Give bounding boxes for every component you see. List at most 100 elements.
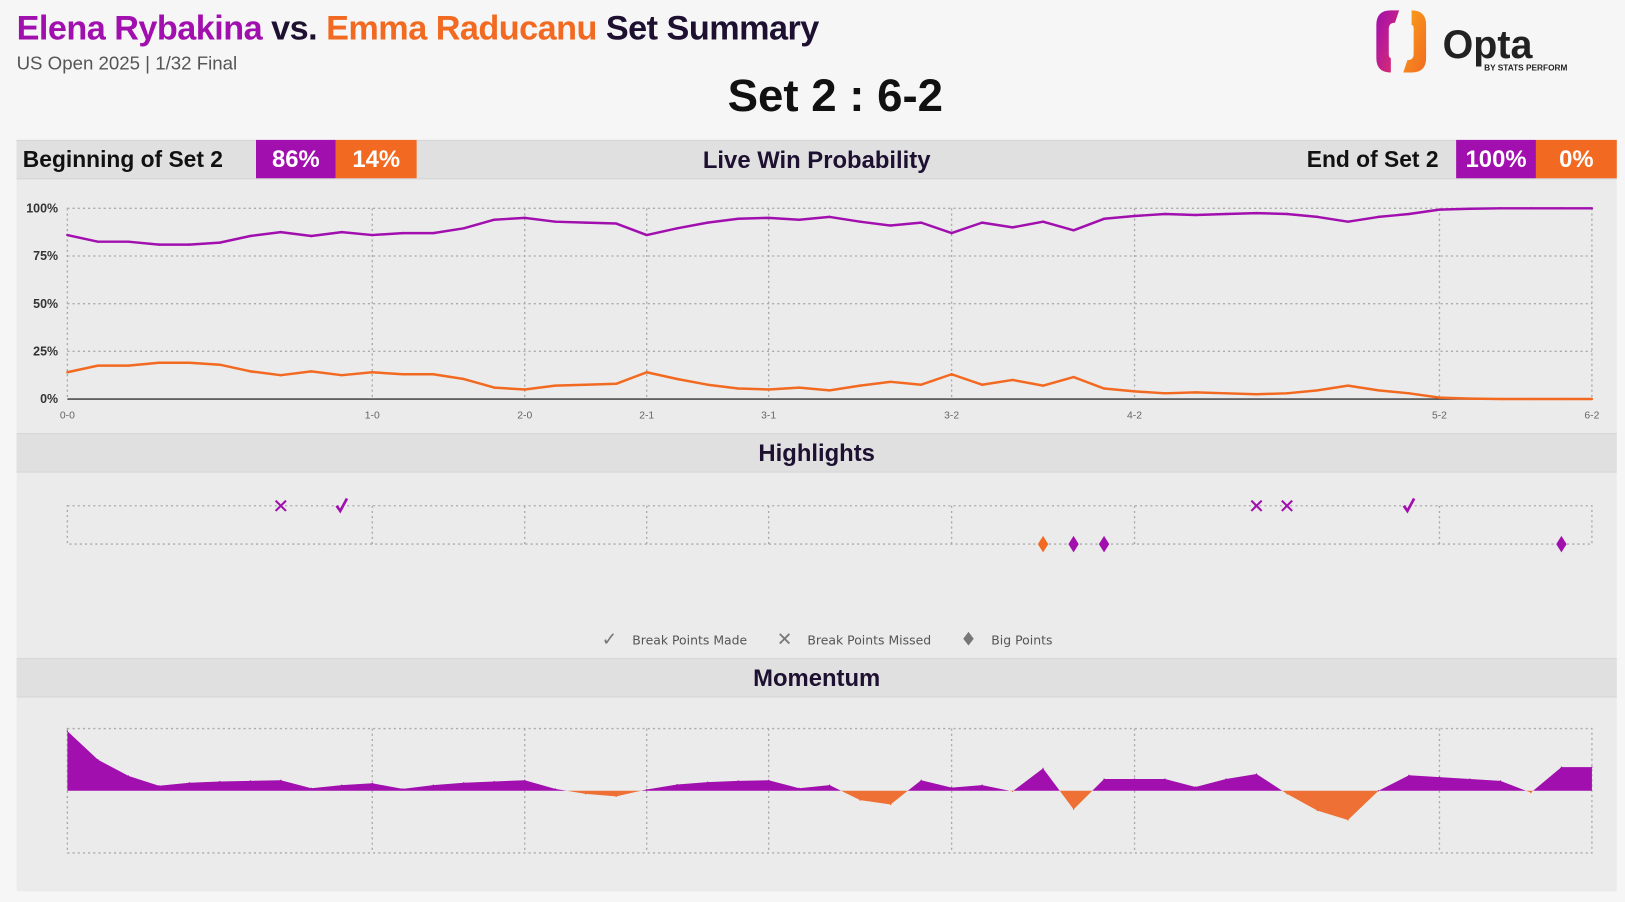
momentum-chart: [66, 727, 1593, 854]
momentum-point: [1255, 773, 1258, 775]
begin-p1-pct: 86%: [255, 139, 336, 179]
momentum-point: [1316, 810, 1319, 812]
momentum-point: [1194, 786, 1197, 788]
momentum-header: Momentum: [16, 658, 1617, 698]
data-point: [1499, 207, 1502, 210]
data-point: [371, 233, 374, 237]
cross-icon: [1281, 499, 1293, 512]
data-point: [188, 243, 191, 246]
y-tick-label: 100%: [26, 201, 58, 215]
legend-label: Break Points Missed: [807, 632, 932, 648]
momentum-area-player1: [67, 731, 1592, 791]
data-point: [1560, 397, 1563, 401]
momentum-point: [950, 787, 953, 789]
data-point: [523, 216, 526, 220]
data-point: [1590, 397, 1594, 401]
data-point: [1316, 215, 1319, 219]
highlights-chart: [66, 497, 1593, 553]
data-point: [767, 216, 770, 220]
data-point: [889, 380, 892, 384]
data-point: [340, 230, 344, 234]
momentum-point: [97, 759, 99, 761]
x-tick-label: 3-1: [761, 411, 776, 422]
momentum-point: [280, 779, 282, 781]
data-point: [828, 215, 831, 219]
chart-panel: [16, 139, 1617, 892]
data-point: [797, 218, 801, 222]
data-point: [1102, 387, 1106, 390]
data-point: [614, 222, 618, 225]
series-line-player1: [67, 207, 1592, 246]
data-point: [858, 384, 862, 387]
data-point: [584, 383, 587, 386]
data-point: [675, 377, 679, 381]
momentum-point: [1011, 790, 1014, 793]
momentum-point: [432, 784, 434, 786]
y-tick-label: 0%: [40, 392, 58, 406]
page-title: Elena Rybakina vs. Emma Raducanu Set Sum…: [16, 8, 820, 47]
momentum-point: [1164, 778, 1166, 780]
data-point: [340, 373, 344, 377]
momentum-point: [1438, 776, 1441, 778]
momentum-point: [676, 783, 678, 786]
x-tick-label: 4-2: [1127, 411, 1142, 422]
end-label: End of Set 2: [1306, 146, 1439, 173]
data-point: [584, 221, 587, 224]
data-point: [310, 234, 313, 238]
data-point: [1133, 390, 1136, 393]
momentum-point: [158, 785, 160, 787]
player1-name: Elena Rybakina: [16, 8, 263, 47]
end-p1-pct: 100%: [1456, 139, 1536, 179]
momentum-area-player2: [67, 790, 1592, 820]
momentum-point: [737, 780, 739, 782]
data-point: [66, 371, 69, 374]
check-icon: ✓: [601, 629, 618, 651]
opta-logo: Opta BY STATS PERFORM: [1374, 8, 1581, 76]
data-point: [1194, 391, 1197, 394]
data-point: [1377, 215, 1380, 219]
logo-text: Opta: [1443, 23, 1534, 67]
momentum-point: [1591, 766, 1593, 768]
highlights-frame: [66, 505, 1593, 545]
data-point: [188, 361, 191, 365]
momentum-point: [219, 780, 221, 783]
y-tick-label: 75%: [33, 249, 58, 263]
logo-subtext: BY STATS PERFORM: [1484, 62, 1567, 72]
momentum-point: [1286, 793, 1288, 795]
win-probability-title: Live Win Probability: [702, 146, 931, 174]
data-point: [919, 221, 923, 224]
data-point: [432, 372, 435, 376]
data-point: [1072, 375, 1075, 379]
momentum-point: [1133, 778, 1136, 780]
data-point: [1285, 212, 1289, 216]
data-point: [218, 363, 222, 366]
momentum-point: [127, 775, 129, 777]
set-score: Set 2 : 6-2: [727, 70, 944, 122]
momentum-point: [798, 787, 800, 789]
data-point: [1407, 392, 1411, 395]
data-point: [950, 231, 953, 235]
player2-name: Emma Raducanu: [326, 8, 597, 47]
data-point: [1468, 207, 1472, 210]
momentum-point: [341, 784, 343, 786]
diamond-icon: [1556, 535, 1567, 553]
data-point: [797, 386, 801, 389]
momentum-title: Momentum: [753, 664, 881, 692]
vs-label: vs.: [271, 8, 318, 47]
data-point: [919, 383, 923, 386]
momentum-point: [1560, 766, 1563, 768]
diamond-icon: ♦: [960, 629, 977, 651]
x-tick-label: 5-2: [1432, 411, 1447, 422]
momentum-point: [1377, 790, 1380, 792]
data-point: [1590, 207, 1594, 210]
data-point: [249, 370, 252, 373]
data-point: [1438, 208, 1441, 211]
data-point: [1011, 226, 1014, 229]
x-tick-label: 2-1: [639, 411, 654, 422]
win-probability-chart: 0% 25% 50% 75% 100% 0-0 1-0 2-0 2-1 3-1 3-2 4-2 5-2 6…: [26, 201, 1599, 422]
data-point: [310, 370, 313, 373]
data-point: [127, 240, 130, 243]
x-tick-label: 2-0: [517, 411, 532, 422]
legend-item: ✕ Break Points Missed: [776, 629, 931, 651]
data-point: [1224, 392, 1228, 395]
